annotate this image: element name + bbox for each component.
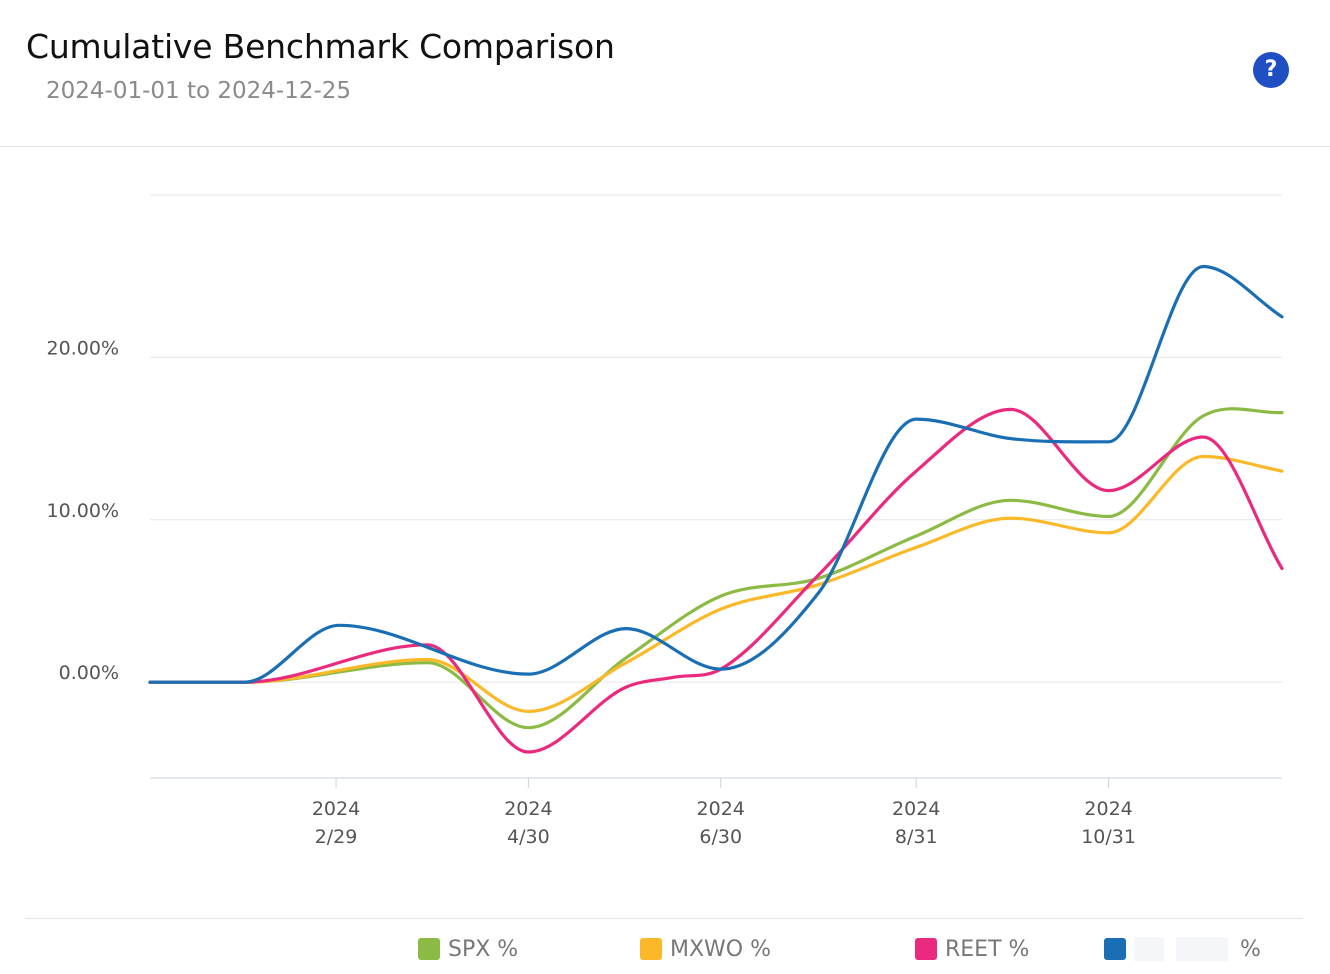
help-icon[interactable]: ? — [1253, 52, 1289, 88]
series-line-reet[interactable] — [148, 407, 1284, 754]
legend-label-spx: SPX % — [448, 936, 519, 962]
legend-label-reet: REET % — [945, 936, 1030, 962]
legend-swatch-mxwo — [640, 938, 662, 960]
legend-item-reet[interactable]: REET % — [915, 936, 1029, 962]
series-line-mxwo[interactable] — [148, 454, 1284, 713]
legend-item-spx[interactable]: SPX % — [418, 936, 518, 962]
x-tick-label: 4/30 — [507, 826, 550, 848]
x-tick-label: 6/30 — [699, 826, 742, 848]
x-tick-year: 2024 — [504, 798, 552, 820]
y-tick-label: 10.00% — [47, 500, 119, 522]
legend-swatch-portfolio — [1104, 938, 1126, 960]
axes: 0.00% 10.00% 20.00% 2024 2/29 2024 4/30 2024 6/3… — [47, 337, 1282, 848]
x-tick-label: 8/31 — [895, 826, 938, 848]
legend-label-mxwo: MXWO % — [670, 936, 772, 962]
legend: SPX % MXWO % REET % % — [0, 918, 1330, 974]
y-tick-label: 0.00% — [59, 662, 119, 684]
legend-item-portfolio[interactable]: % — [1104, 936, 1261, 962]
series-line-spx[interactable] — [148, 407, 1284, 730]
legend-swatch-spx — [418, 938, 440, 960]
redacted-text — [1134, 937, 1164, 961]
grid-lines — [150, 194, 1282, 683]
legend-divider — [25, 918, 1303, 919]
legend-swatch-reet — [915, 938, 937, 960]
x-tick-year: 2024 — [312, 798, 360, 820]
x-tick-year: 2024 — [1084, 798, 1132, 820]
y-tick-label: 20.00% — [47, 337, 119, 359]
redacted-text — [1176, 937, 1228, 961]
legend-item-mxwo[interactable]: MXWO % — [640, 936, 771, 962]
series-lines — [148, 264, 1284, 754]
line-chart: 0.00% 10.00% 20.00% 2024 2/29 2024 4/30 2024 6/3… — [47, 194, 1284, 848]
page-title: Cumulative Benchmark Comparison — [26, 27, 615, 66]
chart-header: Cumulative Benchmark Comparison 2024-01-… — [0, 0, 1330, 147]
series-line-portfolio[interactable] — [148, 264, 1284, 684]
x-tick-year: 2024 — [892, 798, 940, 820]
x-tick-year: 2024 — [697, 798, 745, 820]
date-range: 2024-01-01 to 2024-12-25 — [46, 78, 352, 104]
legend-label-portfolio: % — [1240, 936, 1261, 962]
x-tick-label: 10/31 — [1081, 826, 1136, 848]
x-tick-label: 2/29 — [315, 826, 358, 848]
